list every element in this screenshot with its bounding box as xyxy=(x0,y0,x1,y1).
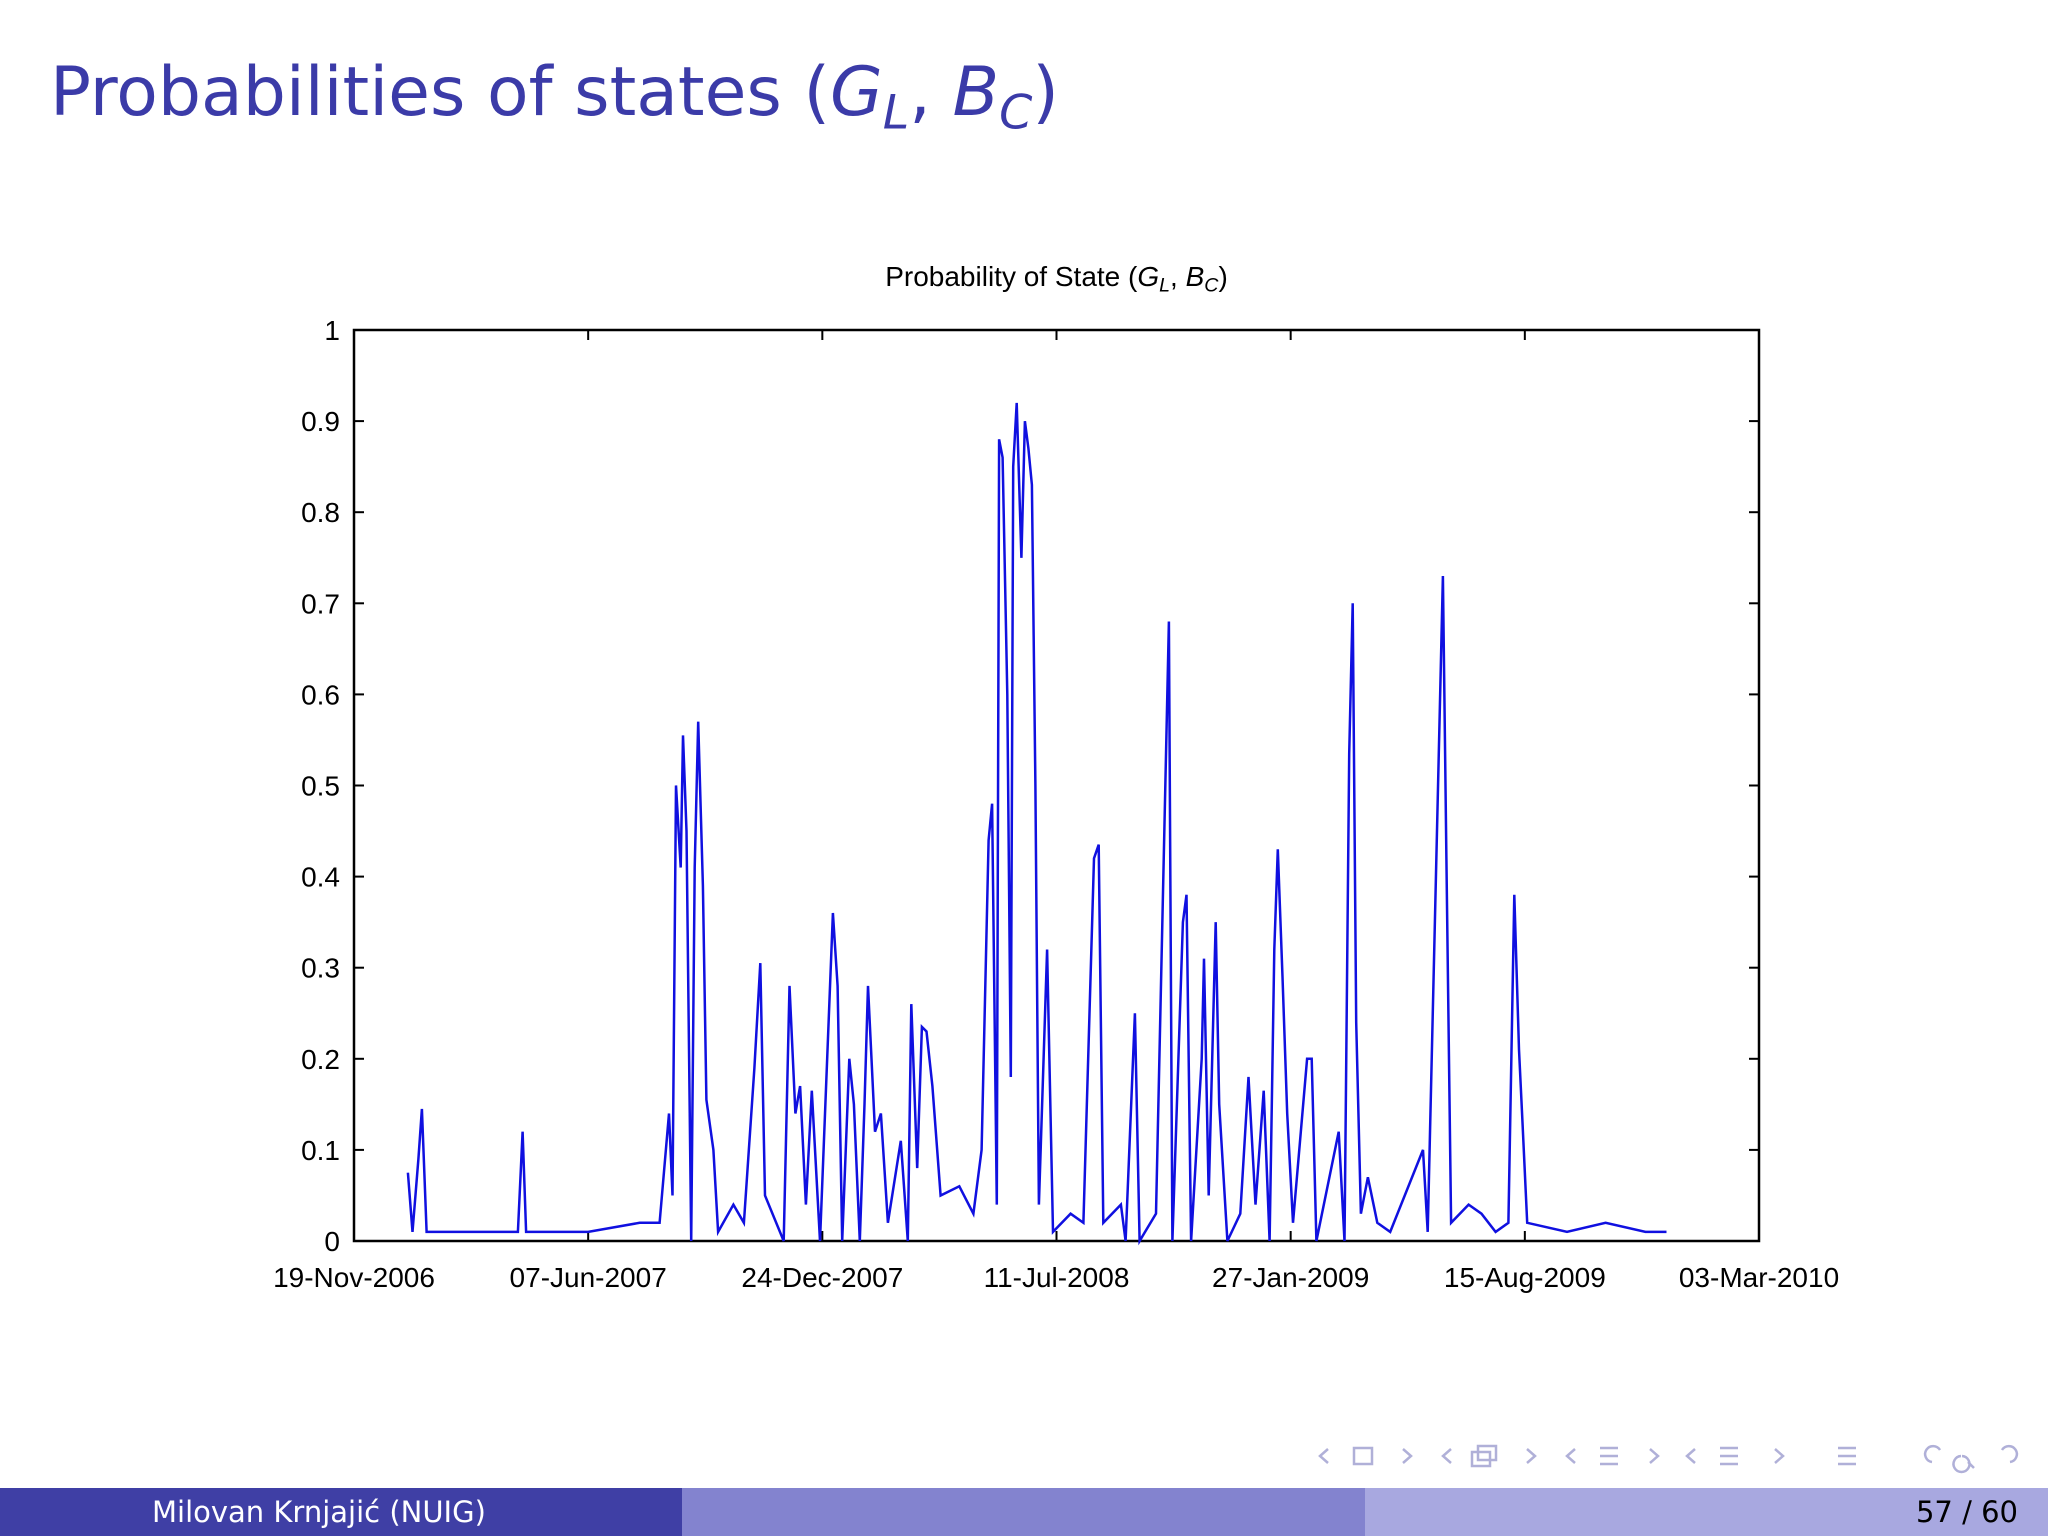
title-part: C xyxy=(999,86,1033,141)
y-tick-label: 0.8 xyxy=(301,497,340,528)
footer-left xyxy=(0,1488,682,1536)
title-part: C xyxy=(1204,275,1219,297)
y-tick-label: 0.5 xyxy=(301,771,340,802)
y-tick-label: 0.4 xyxy=(301,862,340,893)
chart-title: Probability of State (GL, BC) xyxy=(885,261,1228,297)
x-tick-label: 11-Jul-2008 xyxy=(984,1262,1130,1293)
x-tick-label: 15-Aug-2009 xyxy=(1444,1262,1606,1293)
title-part: L xyxy=(1159,275,1170,297)
chart: Probability of State (GL, BC) 0 0.1 0.2 0.3 0… xyxy=(273,261,1839,1293)
slide-title: Probabilities of states (GL, BC) xyxy=(50,53,1059,141)
title-part: L xyxy=(883,86,910,141)
y-tick-label: 0 xyxy=(324,1226,340,1257)
y-tick-label: 0.2 xyxy=(301,1044,340,1075)
plot-frame xyxy=(352,328,1761,1243)
title-part: G xyxy=(830,53,883,132)
title-part: , xyxy=(909,53,952,132)
footer-author: Milovan Krnjajić (NUIG) xyxy=(152,1495,486,1529)
x-tick-label: 24-Dec-2007 xyxy=(741,1262,903,1293)
y-tick-label: 0.9 xyxy=(301,406,340,437)
y-tick-label: 0.3 xyxy=(301,953,340,984)
data-line xyxy=(406,402,1667,1246)
y-tick-label: 0.6 xyxy=(301,679,340,710)
title-part: Probabilities of states ( xyxy=(50,53,830,132)
y-tick-label: 0.1 xyxy=(301,1135,340,1166)
title-part: B xyxy=(1186,261,1205,292)
x-tick-label: 07-Jun-2007 xyxy=(510,1262,667,1293)
title-part: G xyxy=(1137,261,1159,292)
y-tick-label: 1 xyxy=(324,315,340,346)
x-tick-label: 19-Nov-2006 xyxy=(273,1262,435,1293)
title-part: ) xyxy=(1218,261,1227,292)
x-tick-label: 27-Jan-2009 xyxy=(1212,1262,1369,1293)
footer-middle xyxy=(682,1488,1365,1536)
title-part: , xyxy=(1170,261,1186,292)
footer-page: 57 / 60 xyxy=(1916,1495,2018,1529)
x-tick-label: 03-Mar-2010 xyxy=(1679,1262,1839,1293)
nav-icons[interactable] xyxy=(1318,1444,2019,1474)
title-part: ) xyxy=(1032,53,1059,132)
title-part: Probability of State ( xyxy=(885,261,1138,292)
footer-right xyxy=(1365,1488,2048,1536)
title-part: B xyxy=(952,53,999,132)
y-tick-label: 0.7 xyxy=(301,588,340,619)
